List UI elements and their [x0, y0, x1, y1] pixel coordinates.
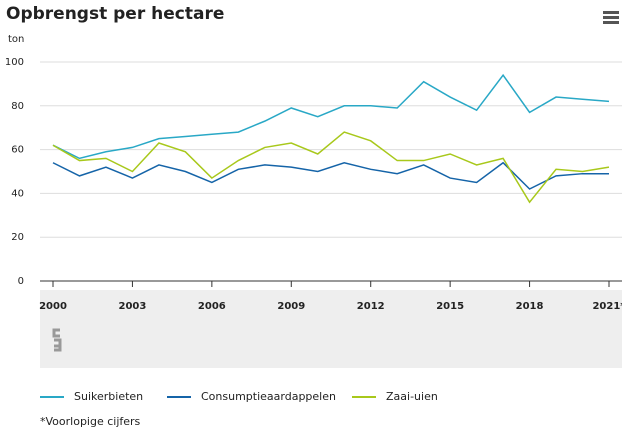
menu-icon[interactable]: [603, 11, 619, 24]
y-axis-label: ton: [8, 34, 24, 45]
series-line: [52, 73, 610, 160]
x-tick-label: 2018: [516, 301, 544, 312]
x-tick-label: 2021*: [592, 301, 622, 312]
y-tick-label: 60: [11, 145, 24, 156]
x-tick-label: 2006: [198, 301, 226, 312]
y-tick-label: 40: [11, 188, 24, 199]
logo: [52, 328, 62, 352]
x-tick-label: 2000: [39, 301, 67, 312]
series-line: [52, 161, 609, 190]
legend-label: Suikerbieten: [74, 390, 143, 403]
y-tick-label: 80: [11, 101, 24, 112]
x-axis-band: [40, 290, 622, 368]
x-tick-label: 2003: [119, 301, 147, 312]
y-tick-label: 100: [5, 57, 24, 68]
series-line: [52, 131, 610, 204]
x-tick-label: 2012: [357, 301, 385, 312]
footnote: *Voorlopige cijfers: [40, 415, 141, 428]
legend-label: Consumptieaardappelen: [201, 390, 336, 403]
x-tick-label: 2015: [436, 301, 464, 312]
y-tick-label: 0: [18, 276, 24, 287]
y-tick-label: 20: [11, 232, 24, 243]
legend-label: Zaai-uien: [386, 390, 438, 403]
x-tick-label: 2009: [277, 301, 305, 312]
chart-title: Opbrengst per hectare: [6, 4, 224, 24]
